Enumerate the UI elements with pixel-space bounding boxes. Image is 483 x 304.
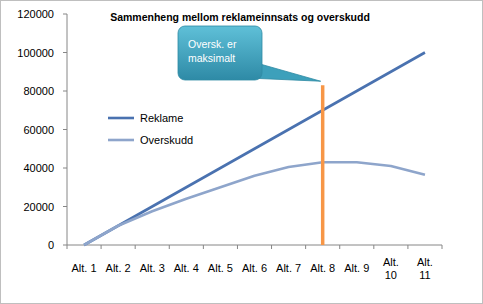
- x-tick: [169, 245, 170, 249]
- x-tick: [305, 245, 306, 249]
- legend-label: Overskudd: [140, 134, 193, 146]
- label-line: Alt.: [417, 256, 433, 268]
- label-line: Alt.: [383, 256, 399, 268]
- x-tick-label: Alt.11: [417, 256, 433, 281]
- y-tick: [63, 129, 67, 130]
- x-tick-label: Alt. 5: [208, 262, 233, 274]
- x-tick: [237, 245, 238, 249]
- annotation-line-text: Oversk. er: [188, 38, 237, 50]
- x-tick: [271, 245, 272, 249]
- y-tick-label: 40000: [23, 162, 54, 174]
- x-tick: [407, 245, 408, 249]
- y-tick-label: 80000: [23, 85, 54, 97]
- x-tick: [203, 245, 204, 249]
- legend-swatch: [108, 117, 134, 120]
- background: [1, 1, 483, 304]
- y-tick: [63, 52, 67, 53]
- x-tick: [67, 245, 68, 249]
- x-tick-label: Alt. 9: [344, 262, 369, 274]
- annotation-text: Oversk. er maksimalt: [188, 38, 237, 64]
- x-tick-label: Alt. 1: [72, 262, 97, 274]
- y-tick-label: 60000: [23, 124, 54, 136]
- callout-box: [178, 26, 262, 80]
- x-tick: [339, 245, 340, 249]
- y-tick: [63, 245, 67, 246]
- x-tick: [442, 245, 443, 249]
- x-tick: [101, 245, 102, 249]
- legend-swatch: [108, 139, 134, 142]
- series-line: [84, 53, 425, 246]
- x-axis: [67, 245, 442, 246]
- y-tick-label: 0: [48, 239, 54, 251]
- legend-label: Reklame: [140, 112, 183, 124]
- series-line: [84, 162, 425, 245]
- y-tick-label: 100000: [17, 47, 54, 59]
- annotation-line-text: maksimalt: [188, 52, 235, 64]
- title: Sammenheng mellom reklameinnsats og over…: [110, 11, 370, 23]
- x-tick: [135, 245, 136, 249]
- x-tick-label: Alt. 7: [276, 262, 301, 274]
- y-tick: [63, 206, 67, 207]
- y-tick-label: 20000: [23, 201, 54, 213]
- x-tick-label: Alt.10: [383, 256, 399, 281]
- label-line: 10: [385, 269, 397, 281]
- plot-area: [84, 53, 425, 246]
- x-tick-label: Alt. 4: [174, 262, 199, 274]
- y-tick: [63, 14, 67, 15]
- x-tick-label: Alt. 8: [310, 262, 335, 274]
- x-tick: [373, 245, 374, 249]
- annotation-line: [321, 85, 325, 245]
- label-line: 11: [419, 269, 430, 281]
- y-tick: [63, 168, 67, 169]
- y-tick: [63, 91, 67, 92]
- x-tick-label: Alt. 3: [140, 262, 165, 274]
- x-tick-label: Alt. 2: [106, 262, 131, 274]
- x-tick-label: Alt. 6: [242, 262, 267, 274]
- chart: Sammenheng mellom reklameinnsats og over…: [0, 0, 483, 304]
- y-tick-label: 120000: [17, 8, 54, 20]
